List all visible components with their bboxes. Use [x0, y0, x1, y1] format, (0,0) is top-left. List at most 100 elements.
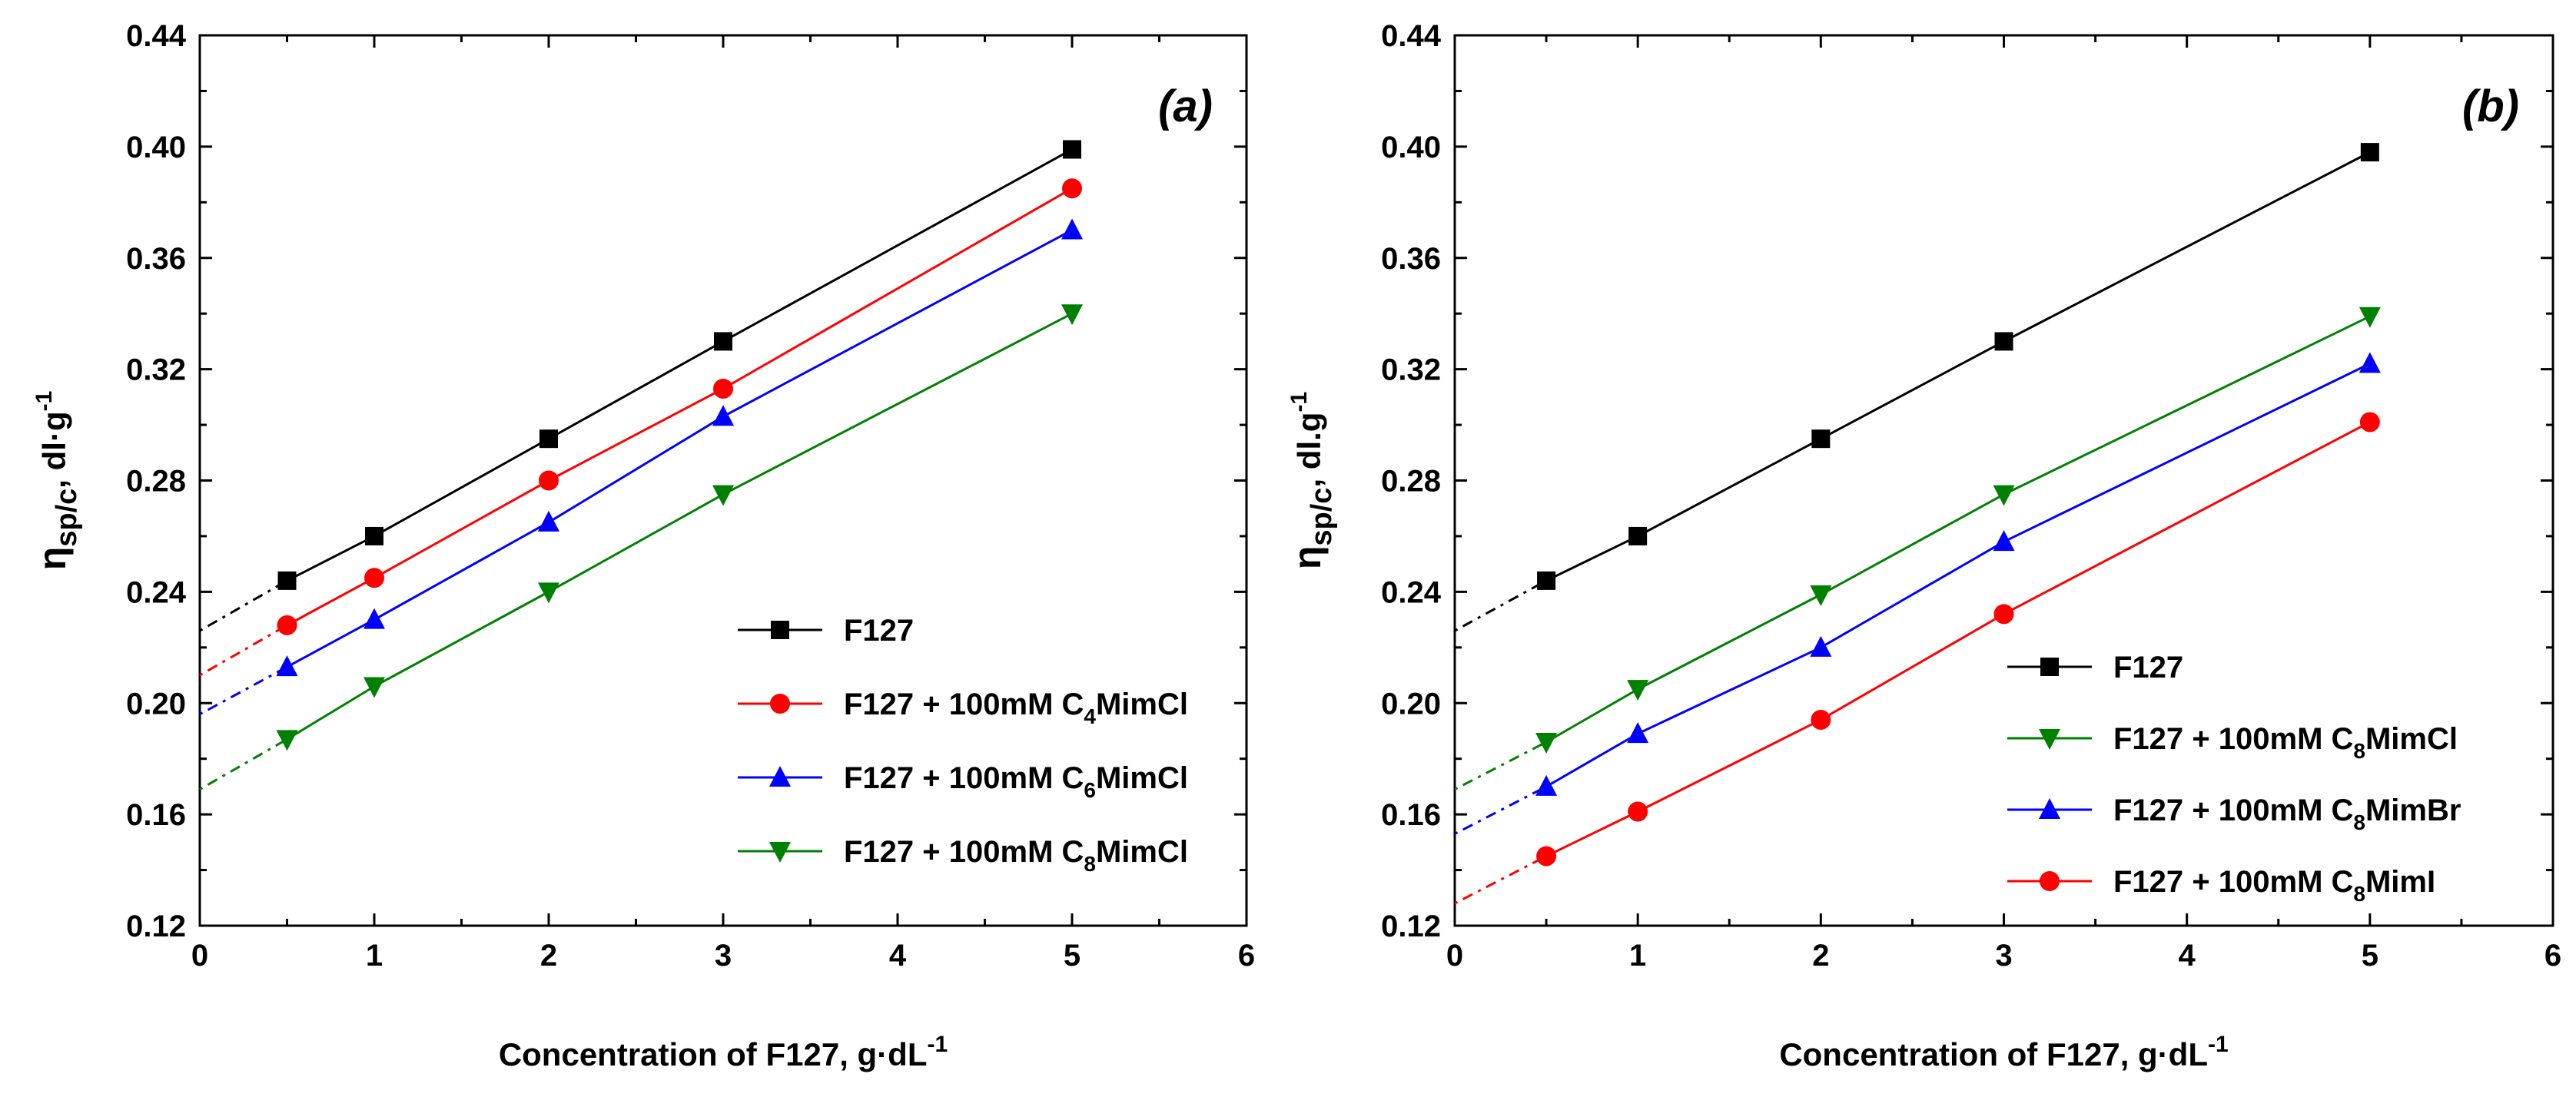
- panel-a-series-line: [286, 312, 1073, 741]
- panel-a-x-tick-label: 0: [191, 939, 208, 973]
- panel-b-series-3: [1454, 352, 2381, 835]
- panel-a-x-axis-title-text: Concentration of F127, g·dL: [499, 1036, 928, 1072]
- panel-a-legend-entry: F127 + 100mM C4MimCl: [738, 688, 1188, 728]
- panel-b-data-point: [2359, 412, 2380, 433]
- panel-a-series-1: [199, 140, 1081, 632]
- panel-b-data-point: [1535, 732, 1558, 754]
- panel-a-y-tick-label: 0.40: [126, 131, 186, 164]
- panel-a-data-point: [363, 608, 385, 629]
- panel-a-legend-entry: F127: [738, 614, 914, 648]
- panel-b-y-tick-label: 0.12: [1381, 910, 1441, 943]
- panel-a-data-point: [276, 655, 298, 677]
- panel-b-chart: 0 1 2 3 4 5 6 0.12 0.16 0.20 0.24 0.28 0.32 0.36 0.40 0…: [1286, 19, 2561, 1072]
- panel-b-legend-text-rest: MimCl: [2365, 722, 2458, 756]
- panel-a-y-tick-label: 0.20: [126, 687, 186, 721]
- panel-b-data-point: [1993, 485, 2015, 506]
- panel-b-legend-text-rest: MimBr: [2365, 794, 2461, 827]
- panel-a-data-point: [539, 429, 558, 449]
- panel-a-legend-text: F127 + 100mM C: [844, 835, 1084, 869]
- panel-b-data-point: [1535, 774, 1558, 796]
- panel-a-data-point: [277, 571, 297, 590]
- panel-a-legend-text: F127 + 100mM C: [844, 761, 1084, 795]
- panel-a-x-tick-label: 4: [889, 939, 907, 973]
- panel-a-series-extrapolation: [199, 738, 288, 790]
- panel-a-data-point: [1062, 178, 1082, 199]
- panel-b-data-point: [1810, 635, 1832, 657]
- panel-b-legend-label: F127 + 100mM C8MimBr: [2113, 794, 2461, 834]
- panel-b-series-extrapolation: [1454, 855, 1547, 905]
- panel-a-legend-text: F127 + 100mM C: [844, 688, 1084, 721]
- panel-a-y-axis-title-sub: sp/c: [51, 489, 83, 547]
- panel-a-data-point: [277, 615, 297, 635]
- panel-b-series-4: [1454, 412, 2380, 905]
- panel-a-legend-marker: [771, 621, 789, 639]
- panel-b-data-point: [1993, 604, 2014, 625]
- panel-a-series-extrapolation: [199, 579, 288, 632]
- panel-b-y-tick-label: 0.16: [1381, 798, 1441, 832]
- panel-b-data-point: [1628, 526, 1648, 545]
- panel-b-y-tick-label: 0.20: [1381, 687, 1441, 721]
- panel-a-data-point: [714, 332, 732, 351]
- panel-b-series-extrapolation: [1454, 785, 1547, 835]
- panel-b-legend-text: F127 + 100mM C: [2113, 722, 2353, 756]
- panel-b-legend-subscript: 8: [2353, 882, 2365, 906]
- panel-b-series-2: [1454, 307, 2381, 790]
- panel-b-data-point: [1628, 801, 1648, 822]
- panel-a-series-line: [286, 229, 1073, 668]
- panel-a-legend-label: F127 + 100mM C6MimCl: [844, 761, 1188, 802]
- panel-b-legend-text: F127 + 100mM C: [2113, 865, 2353, 899]
- panel-b-legend-marker: [2039, 798, 2060, 819]
- panel-b-data-point: [1627, 722, 1649, 744]
- panel-b-series-line: [1545, 151, 2371, 582]
- panel-b-y-tick-label: 0.28: [1381, 465, 1441, 499]
- panel-b-data-point: [1537, 571, 1556, 590]
- panel-b-data-point: [1811, 709, 1831, 730]
- panel-b-x-axis-title-text: Concentration of F127, g·dL: [1779, 1036, 2208, 1072]
- panel-a-x-tick-label: 1: [366, 939, 383, 973]
- panel-a-legend-subscript: 4: [1084, 704, 1096, 728]
- panel-a-data-point: [364, 568, 384, 588]
- panel-b-data-point: [2360, 143, 2379, 162]
- panel-a-legend-label: F127: [844, 614, 914, 648]
- panel-a-data-point: [712, 405, 734, 426]
- panel-b-legend-subscript: 8: [2353, 739, 2365, 763]
- panel-b-series-line: [1545, 421, 2371, 857]
- panel-b-legend-entry: F127: [2007, 651, 2183, 684]
- panel-b-y-tick-label: 0.24: [1381, 575, 1442, 609]
- panel-b-y-tick-label: 0.36: [1381, 242, 1441, 276]
- panel-a-legend-text-rest: MimCl: [1096, 835, 1188, 869]
- panel-b-x-axis-title-sup: -1: [2208, 1032, 2229, 1057]
- panel-b-legend-marker: [2039, 729, 2060, 750]
- panel-a-data-point: [1061, 218, 1083, 240]
- panel-a-y-axis-title: ηsp/c, dl·g-1: [31, 391, 83, 571]
- panel-a-y-axis-title-rest: , dl·g: [36, 411, 72, 488]
- panel-b-y-axis-title-rest: , dl.g: [1291, 413, 1327, 488]
- panel-b-x-tick-label: 4: [2179, 939, 2196, 973]
- panel-b-x-tick-label: 0: [1446, 939, 1463, 973]
- panel-a-data-point: [538, 510, 559, 532]
- panel-b-plot-frame: [1453, 34, 2554, 927]
- panel-a-x-tick-label: 2: [540, 939, 557, 973]
- panel-a-series-extrapolation: [199, 624, 288, 677]
- panel-a-data-point: [1063, 140, 1081, 159]
- panel-a-series-extrapolation: [199, 665, 288, 716]
- panel-b-data-point: [1811, 429, 1831, 449]
- panel-a-data-point: [276, 730, 298, 751]
- panel-a-data-point: [712, 485, 734, 506]
- panel-b-legend-label: F127 + 100mM C8MimCl: [2113, 722, 2458, 763]
- panel-b-panel-label: (b): [2462, 81, 2519, 131]
- panel-a-data-point: [363, 677, 385, 698]
- panel-b-y-axis-title-sub: sp/c: [1306, 488, 1338, 546]
- panel-a-x-axis-title-sup: -1: [927, 1032, 948, 1057]
- panel-b-data-point: [2359, 352, 2381, 373]
- panel-a-series-2: [199, 178, 1082, 677]
- panel-a-series-4: [199, 304, 1083, 790]
- panel-b-legend-text: F127: [2113, 651, 2183, 684]
- panel-b-legend-marker: [2040, 658, 2059, 676]
- panel-a-y-axis-title-sup: -1: [32, 391, 57, 412]
- panel-a-y-tick-label: 0.32: [126, 353, 186, 387]
- panel-a-legend-text-rest: MimCl: [1096, 688, 1188, 721]
- panel-a-data-point: [1061, 304, 1083, 326]
- panel-b-series-extrapolation: [1454, 579, 1547, 632]
